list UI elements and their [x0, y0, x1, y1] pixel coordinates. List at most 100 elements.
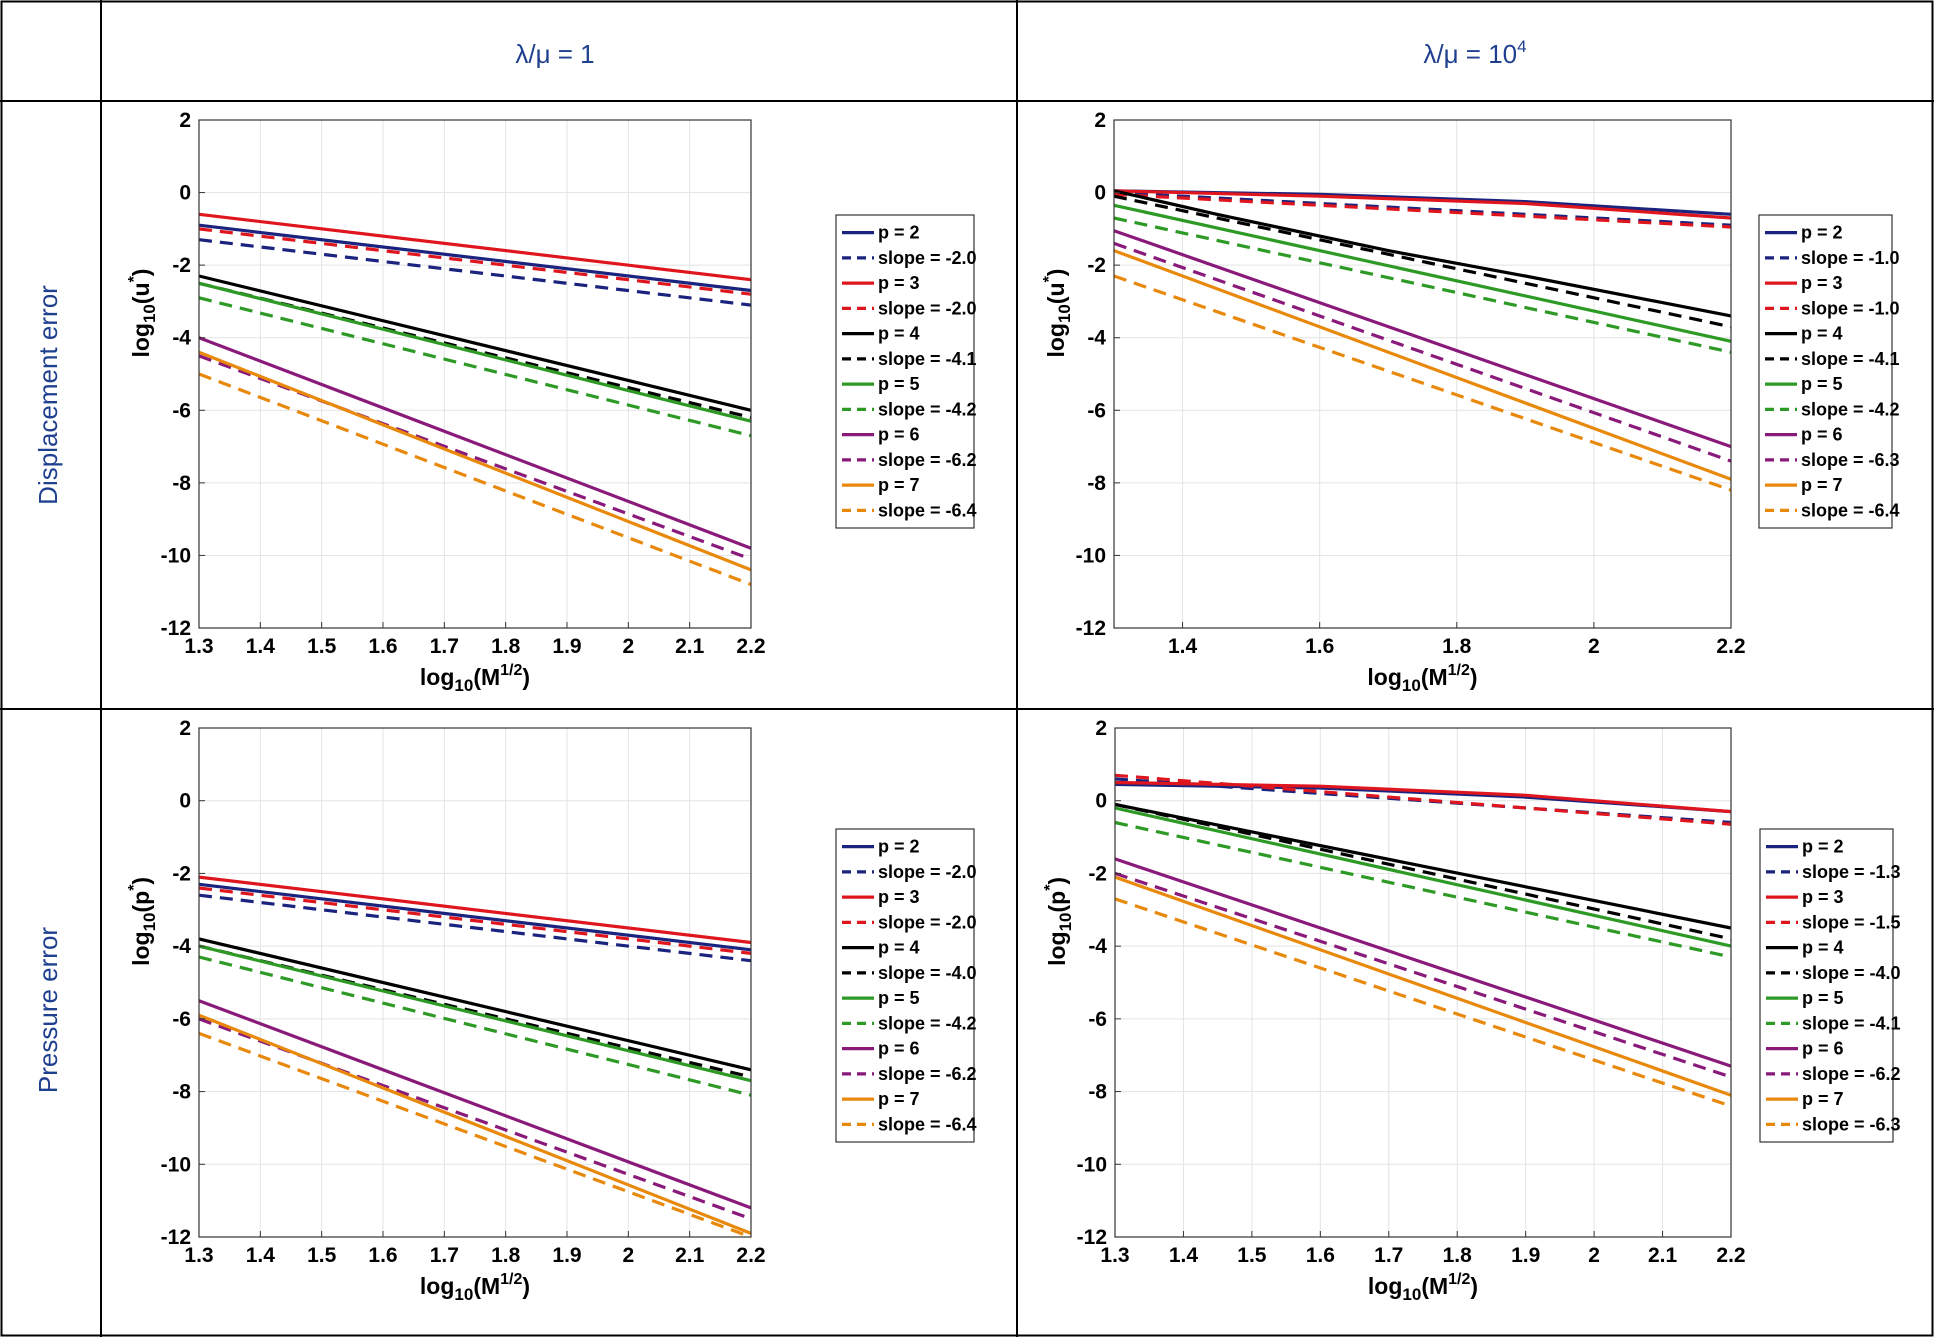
x-axis-label-part: )	[1470, 1273, 1478, 1299]
series-line-slope-p7	[1114, 897, 1732, 1108]
legend-entry-label: p = 6	[1802, 1039, 1844, 1059]
legend-entry-label: p = 3	[1801, 273, 1843, 293]
x-tick-label: 2.2	[736, 635, 765, 658]
legend-entry-label: slope = -2.0	[878, 248, 977, 268]
series-line-slope-p7	[198, 372, 752, 586]
y-axis-label-part: )	[1043, 269, 1069, 277]
series-line-slope-p3	[198, 227, 752, 296]
legend-entry-label: p = 5	[878, 374, 920, 394]
x-tick-label: 2	[1588, 1244, 1600, 1267]
x-tick-label: 2	[1588, 635, 1600, 658]
x-axis-label: log10(M1/2)	[1367, 662, 1477, 695]
y-tick-label: 0	[179, 790, 191, 813]
x-axis-label-part: (M	[1421, 664, 1448, 690]
x-tick-label: 1.4	[246, 1244, 276, 1267]
series-line-slope-p6	[198, 1017, 752, 1221]
legend-entry-label: slope = -4.0	[878, 963, 977, 983]
y-tick-label: -2	[1087, 254, 1106, 277]
x-axis-label-part: log	[1367, 664, 1402, 690]
x-tick-label: 2.1	[675, 1244, 705, 1267]
y-axis-label-part: (p	[1044, 891, 1070, 913]
y-tick-label: -8	[172, 472, 191, 495]
y-axis-label-part: log	[128, 931, 154, 966]
y-tick-label: -6	[1088, 1008, 1107, 1031]
legend-entry-label: slope = -1.5	[1802, 912, 1901, 932]
x-tick-label: 1.4	[1168, 635, 1198, 658]
x-axis-label: log10(M1/2)	[1368, 1271, 1478, 1304]
legend-entry-label: slope = -4.1	[878, 349, 977, 369]
y-tick-label: 2	[1094, 109, 1106, 132]
x-axis-label-part: 1/2	[1448, 662, 1470, 679]
series-line-slope-p7	[198, 1031, 752, 1239]
y-tick-label: 2	[179, 109, 191, 132]
chart-pressure-mu1e4: 1.3 1.4 1.5 1.6 1.7 1.8 1.9 2 2.1 2.2 -12 -10 -8 -6 -4…	[1042, 717, 1901, 1304]
y-axis-label-part: log	[1043, 323, 1069, 358]
axes-frame	[1114, 727, 1732, 1238]
chart-displacement-mu1: 1.3 1.4 1.5 1.6 1.7 1.8 1.9 2 2.1 2.2 -12 -10 -8 -6 -4…	[126, 109, 977, 695]
legend-box	[835, 214, 975, 529]
series-line-p4	[198, 274, 752, 412]
series-line-p5	[198, 281, 752, 423]
legend-entry-label: p = 7	[1802, 1089, 1844, 1109]
series-line-p3	[1113, 189, 1732, 220]
legend-entry-label: p = 2	[878, 837, 920, 857]
x-tick-label: 1.3	[184, 1244, 213, 1267]
legend-entry-label: slope = -1.0	[1801, 298, 1900, 318]
y-axis-label-part: (u	[1043, 282, 1069, 304]
x-axis-label-part: 1/2	[500, 1271, 522, 1288]
legend-entry-label: slope = -4.2	[878, 1013, 977, 1033]
y-axis-label-part: *	[126, 884, 143, 891]
y-tick-label: 0	[179, 182, 191, 205]
y-axis-label-part: log	[128, 323, 154, 358]
x-tick-label: 1.6	[368, 635, 397, 658]
series-line-p2	[198, 223, 752, 293]
legend-entry-label: p = 2	[1802, 837, 1844, 857]
legend-entry-label: slope = -1.3	[1802, 862, 1901, 882]
series-line-p5	[1113, 203, 1732, 343]
y-axis-label-part: )	[1044, 877, 1070, 885]
legend-entry-label: p = 5	[878, 988, 920, 1008]
row-label-pressure: Pressure error	[33, 927, 63, 1093]
legend-entry-label: p = 3	[878, 887, 920, 907]
legend-entry-label: slope = -6.2	[878, 1064, 977, 1084]
legend-entry-label: p = 2	[1801, 223, 1843, 243]
series-line-slope-p5	[198, 296, 752, 438]
series-line-p6	[198, 336, 752, 550]
x-tick-label: 2.1	[675, 635, 705, 658]
legend-entry-label: slope = -2.0	[878, 862, 977, 882]
legend-entry-label: p = 7	[878, 475, 920, 495]
y-tick-label: -10	[161, 1153, 191, 1176]
x-tick-label: 1.4	[1169, 1244, 1199, 1267]
x-tick-label: 2.2	[1716, 1244, 1745, 1267]
y-tick-label: -10	[1076, 544, 1106, 567]
plot-area	[199, 120, 751, 628]
y-axis-label: log10(p*)	[126, 877, 159, 966]
y-tick-label: -4	[172, 327, 191, 350]
legend-entry-label: p = 4	[878, 324, 920, 344]
y-axis-label-part: *	[126, 275, 143, 282]
x-tick-label: 1.5	[307, 635, 337, 658]
plot-area	[1114, 120, 1731, 628]
x-axis-label-part: 10	[1402, 676, 1421, 695]
legend-entry-label: slope = -4.2	[1801, 399, 1900, 419]
x-tick-label: 1.8	[491, 635, 521, 658]
legend-box	[1758, 214, 1893, 529]
x-tick-label: 1.6	[1306, 1244, 1335, 1267]
series-line-p3	[1114, 780, 1732, 814]
legend-entry-label: slope = -6.4	[878, 500, 977, 520]
legend-entry-label: slope = -4.2	[878, 399, 977, 419]
x-tick-label: 1.8	[1442, 635, 1472, 658]
x-tick-label: 1.5	[307, 1244, 337, 1267]
row-label-displacement: Displacement error	[33, 285, 63, 505]
series-line-slope-p3	[1113, 192, 1732, 229]
y-tick-label: -4	[1088, 935, 1107, 958]
legend-box	[1759, 828, 1894, 1143]
y-tick-label: -10	[1077, 1153, 1107, 1176]
legend-entry-label: slope = -6.2	[1802, 1064, 1901, 1084]
legend-entry-label: p = 5	[1801, 374, 1843, 394]
y-axis-label: log10(u*)	[1041, 269, 1074, 358]
series-line-p3	[198, 875, 752, 945]
y-tick-label: 0	[1094, 182, 1106, 205]
series-line-p2	[198, 882, 752, 952]
